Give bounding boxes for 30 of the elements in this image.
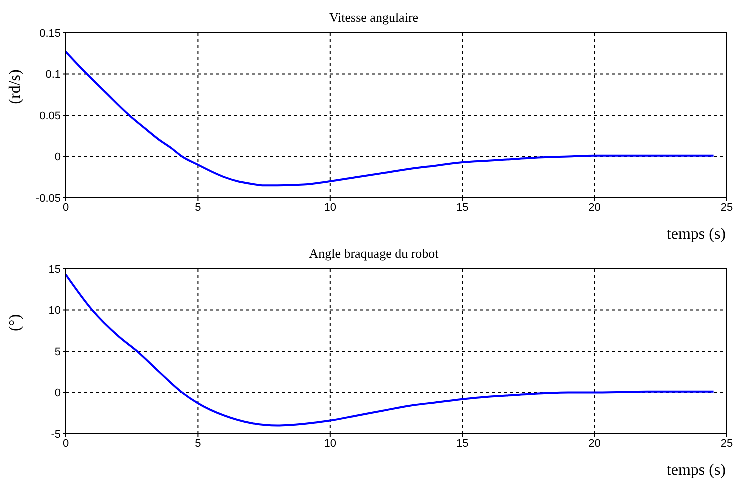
y-tick-label: 10	[48, 305, 61, 318]
y-tick-label: 0.15	[40, 28, 61, 40]
x-tick-label: 25	[720, 202, 734, 214]
x-tick-label: 25	[720, 438, 734, 450]
x-axis-title: temps (s)	[666, 462, 726, 480]
x-tick-label: 5	[195, 438, 202, 450]
y-tick-label: 0.1	[46, 69, 61, 82]
x-axis-title: temps (s)	[666, 226, 726, 244]
chart-title: Angle braquage du robot	[308, 246, 440, 262]
x-tick-label: 10	[324, 438, 337, 450]
y-tick-label: 15	[48, 264, 61, 276]
x-tick-label: 15	[456, 438, 469, 450]
x-tick-label: 5	[195, 202, 202, 214]
y-axis-title: (rd/s)	[7, 68, 25, 106]
y-tick-label: 5	[54, 346, 61, 358]
line-series	[66, 50, 715, 187]
x-tick-label: 10	[324, 202, 337, 214]
x-tick-label: 20	[588, 202, 601, 214]
y-tick-label: -5	[51, 428, 61, 441]
x-tick-label: 15	[456, 202, 469, 214]
line-series	[66, 274, 715, 427]
x-tick-label: 20	[588, 438, 601, 450]
y-tick-label: 0.05	[40, 110, 61, 122]
y-tick-label: 0	[54, 152, 61, 164]
y-tick-label: 0	[54, 388, 61, 400]
x-tick-label: 0	[62, 438, 70, 450]
y-tick-label: -0.05	[36, 192, 61, 205]
chart-title: Vitesse angulaire	[328, 10, 420, 26]
x-tick-label: 0	[62, 202, 70, 214]
y-axis-title: (°)	[7, 313, 25, 334]
